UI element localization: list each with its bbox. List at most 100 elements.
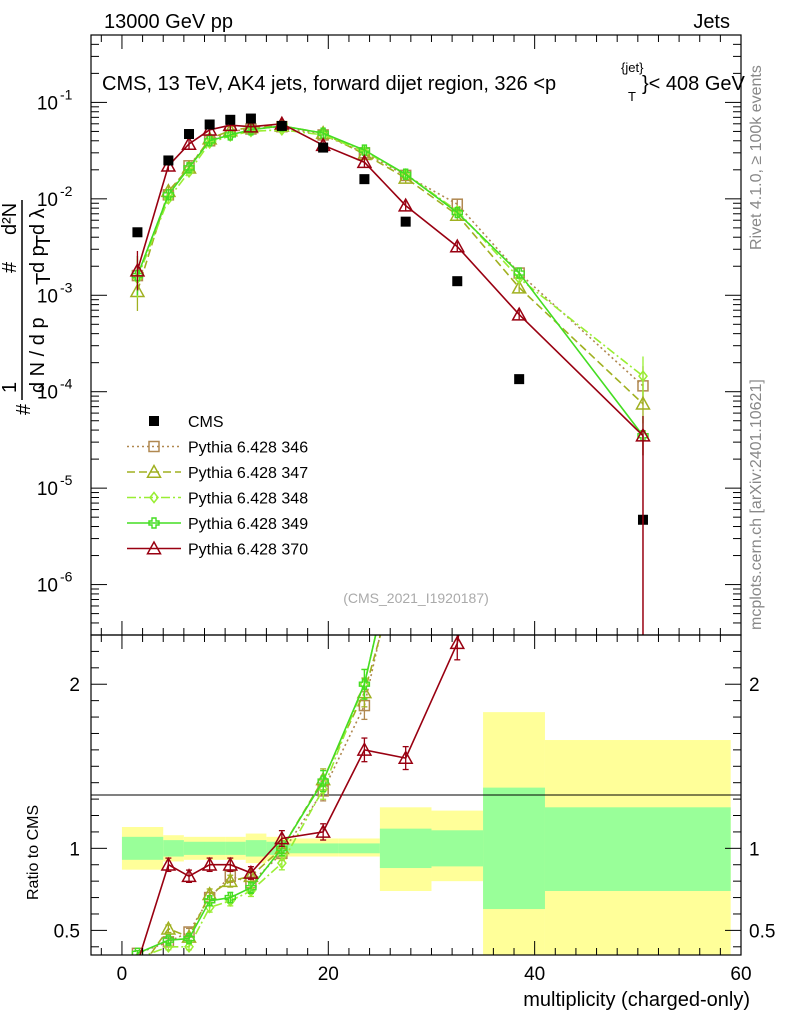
ratio-point-p346 [401,515,411,525]
y-tick-label-main: 10 [37,93,58,114]
collision-label: 13000 GeV pp [104,11,233,33]
ratio-point-p349 [401,499,411,509]
point-CMS [400,216,411,227]
x-tick-label: 40 [524,964,545,985]
point-CMS [184,129,195,140]
legend-entry-p346: Pythia 6.428 346 [127,440,308,457]
x-axis-label: multiplicity (charged-only) [523,989,750,1011]
ratio-point-p349 [317,775,329,787]
legend-marker [149,416,159,426]
ratio-point-p347 [243,868,259,883]
mcplots-note: mcplots.cern.ch [arXiv:2401.10621] [748,379,765,630]
point-p370 [129,262,146,277]
band-inner [338,843,380,854]
point-p349 [451,206,463,219]
legend-marker [148,517,160,529]
plot-title: CMS, 13 TeV, AK4 jets, forward dijet reg… [102,60,746,104]
ratio-point-p370 [315,823,331,838]
ratio-uncertainty-bands [121,712,731,955]
svg-text:d N / d p: d N / d p [27,317,49,393]
legend-entry-p348: Pythia 6.428 348 [127,491,308,508]
legend-marker [149,491,159,504]
y-tick-label-ratio: 2 [69,675,80,696]
main-series [129,113,651,635]
x-tick-label: 0 [117,964,128,985]
legend-marker [146,463,162,478]
ratio-point-p349 [245,882,257,894]
legend-label: Pythia 6.428 346 [188,440,308,457]
ratio-point-p349 [224,891,236,904]
point-CMS [514,374,525,385]
analysis-reference: (CMS_2021_I1920187) [343,590,489,606]
point-CMS [204,119,215,130]
ratio-point-p370 [274,830,290,845]
ratio-point-p370 [201,856,218,871]
y-tick-label-main: 10 [37,286,58,307]
band-inner [431,830,484,867]
svg-text:d λ: d λ [27,208,49,235]
ratio-series-p349 [131,171,462,955]
legend-label: Pythia 6.428 349 [188,516,308,533]
ratio-point-p349 [452,171,462,181]
ratio-point-p348 [318,783,329,796]
plot-title-main: CMS, 13 TeV, AK4 jets, forward dijet reg… [102,73,556,95]
point-p348 [204,136,215,150]
y-tick-label-exp: -6 [60,569,73,585]
ratio-point-p370 [222,856,239,871]
point-p349 [203,135,216,147]
ratio-point-p348 [402,499,410,509]
ratio-point-p349 [131,947,144,955]
plot-title-sub: T [628,89,636,104]
band-inner [121,836,164,860]
point-p349 [513,267,525,279]
point-p370 [511,306,527,321]
series-p349 [131,120,649,456]
point-CMS [452,276,463,287]
ratio-point-p347 [131,967,144,979]
ratio-point-p347 [160,920,177,935]
plot-title-end: }< 408 GeV [642,73,746,95]
ratio-point-p370 [449,635,466,650]
point-p370 [449,238,466,253]
ratio-point-p349 [358,678,371,690]
svg-text:T: T [33,273,55,285]
legend-label: CMS [188,414,224,431]
y-tick-label-main: 10 [37,576,58,597]
ratio-point-p370 [181,868,197,883]
band-inner [204,841,226,855]
point-p370 [243,118,259,133]
svg-text:T: T [33,235,55,247]
ratio-point-p370 [160,856,177,871]
y-tick-label-ratio: 1 [69,839,80,860]
point-CMS [276,120,287,131]
band-inner [483,787,545,910]
plot-title-sup: {jet} [621,60,644,75]
legend-entry-p347: Pythia 6.428 347 [127,463,308,482]
point-p347 [635,395,651,410]
ratio-point-p349 [203,895,216,907]
legend: CMS Pythia 6.428 346 Pythia 6.428 347 Pythi… [127,414,308,559]
band-inner [225,841,246,855]
x-tick-label: 60 [730,964,751,985]
y-axis-label-main: # 1 d N / d p T # d p T d²N d λ [0,200,55,415]
y-tick-label-exp: -3 [60,279,73,295]
legend-entry-p370: Pythia 6.428 370 [127,540,308,559]
y-tick-label-ratio-right: 2 [749,675,760,696]
point-p349 [224,129,236,141]
point-p347 [511,279,527,294]
svg-text:#: # [13,403,35,415]
ratio-point-p347 [399,538,412,550]
ratio-point-p348 [453,121,461,131]
band-inner [163,840,184,857]
ratio-point-p349 [162,934,175,946]
y-tick-label-ratio: 0.5 [54,921,80,942]
ratio-point-p370 [131,957,144,969]
point-CMS [245,113,256,124]
ratio-point-p370 [397,750,414,765]
band-inner [245,840,267,857]
point-CMS [132,227,143,238]
legend-label: Pythia 6.428 348 [188,491,308,508]
y-tick-label-main: 10 [37,190,58,211]
point-CMS [163,155,174,166]
